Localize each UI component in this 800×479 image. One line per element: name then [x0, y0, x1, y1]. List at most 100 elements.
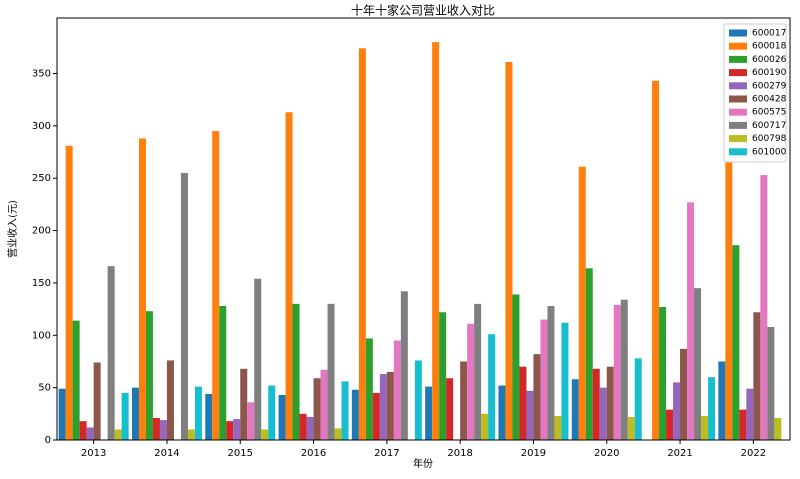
legend-swatch — [729, 69, 747, 77]
bar — [739, 409, 747, 440]
bar — [254, 278, 262, 440]
y-tick-label: 350 — [32, 68, 51, 79]
bar — [652, 80, 660, 440]
x-tick-label: 2016 — [301, 448, 326, 459]
x-tick-label: 2017 — [374, 448, 399, 459]
bar — [414, 360, 422, 440]
bar — [746, 388, 754, 440]
bar — [592, 368, 600, 440]
bar — [760, 175, 768, 440]
bar — [386, 371, 394, 440]
bar — [439, 312, 447, 440]
bar — [571, 379, 579, 440]
bar — [554, 415, 562, 440]
legend-swatch — [729, 95, 747, 103]
bar — [732, 245, 740, 440]
bar — [753, 312, 761, 440]
bar — [446, 378, 454, 440]
legend-swatch — [729, 29, 747, 37]
y-tick-label: 200 — [32, 226, 51, 237]
bar — [659, 307, 667, 440]
bar — [194, 386, 202, 440]
legend-swatch — [729, 42, 747, 50]
bar — [247, 402, 255, 440]
x-tick-label: 2015 — [228, 448, 253, 459]
bar — [718, 361, 726, 440]
bar — [341, 381, 349, 440]
x-tick-label: 2018 — [447, 448, 472, 459]
legend-label: 600798 — [752, 134, 787, 144]
y-tick-label: 150 — [32, 278, 51, 289]
bar — [114, 429, 122, 440]
bar — [578, 166, 586, 440]
bar — [526, 390, 534, 440]
x-tick-label: 2020 — [594, 448, 619, 459]
bar — [65, 145, 73, 440]
bar — [261, 429, 269, 440]
bar — [358, 48, 366, 440]
bar — [708, 377, 716, 440]
bar — [187, 429, 195, 440]
legend-swatch — [729, 148, 747, 156]
bar — [372, 392, 380, 440]
bar — [561, 322, 569, 440]
bar — [240, 368, 248, 440]
x-tick-label: 2013 — [81, 448, 106, 459]
y-axis-label: 营业收入(元) — [6, 200, 19, 258]
bar — [152, 418, 160, 440]
bar — [327, 303, 335, 440]
bar — [93, 362, 101, 440]
bar — [180, 172, 188, 440]
bar — [687, 202, 695, 440]
bar — [351, 389, 359, 440]
bar — [400, 291, 408, 440]
bar — [320, 369, 328, 440]
bar — [425, 386, 433, 440]
x-tick-label: 2022 — [741, 448, 766, 459]
bar — [292, 303, 300, 440]
bar — [767, 326, 775, 440]
bar — [774, 418, 782, 440]
bar — [474, 303, 482, 440]
bar — [233, 419, 241, 440]
y-tick-label: 300 — [32, 121, 51, 132]
legend-label: 600190 — [752, 68, 787, 78]
legend-label: 600428 — [752, 95, 787, 105]
bar — [138, 138, 146, 441]
bar — [634, 358, 642, 440]
bar — [393, 340, 401, 440]
bar — [299, 413, 307, 440]
bar — [226, 421, 234, 440]
bar — [481, 413, 489, 440]
bar — [379, 374, 387, 440]
x-tick-label: 2021 — [667, 448, 692, 459]
bar — [86, 427, 94, 440]
legend-swatch — [729, 55, 747, 63]
bar — [547, 305, 555, 440]
bar — [519, 366, 527, 440]
bar — [460, 361, 468, 440]
bar — [540, 319, 548, 440]
bar — [313, 378, 321, 440]
bar — [512, 294, 520, 440]
legend-label: 600018 — [752, 42, 787, 52]
x-tick-label: 2014 — [154, 448, 179, 459]
bar — [306, 416, 314, 440]
bar — [278, 394, 286, 440]
bar — [620, 299, 628, 440]
bar — [606, 366, 614, 440]
bar — [627, 416, 635, 440]
chart-title: 十年十家公司营业收入对比 — [351, 3, 495, 18]
bar — [585, 268, 593, 440]
bar — [159, 420, 167, 440]
bar — [334, 428, 342, 440]
bar — [488, 334, 496, 440]
legend-swatch — [729, 82, 747, 90]
bar — [599, 387, 607, 440]
bar — [166, 360, 174, 440]
bar — [285, 112, 293, 441]
bar — [212, 131, 220, 441]
bar — [533, 354, 541, 440]
legend-label: 600017 — [752, 29, 786, 39]
